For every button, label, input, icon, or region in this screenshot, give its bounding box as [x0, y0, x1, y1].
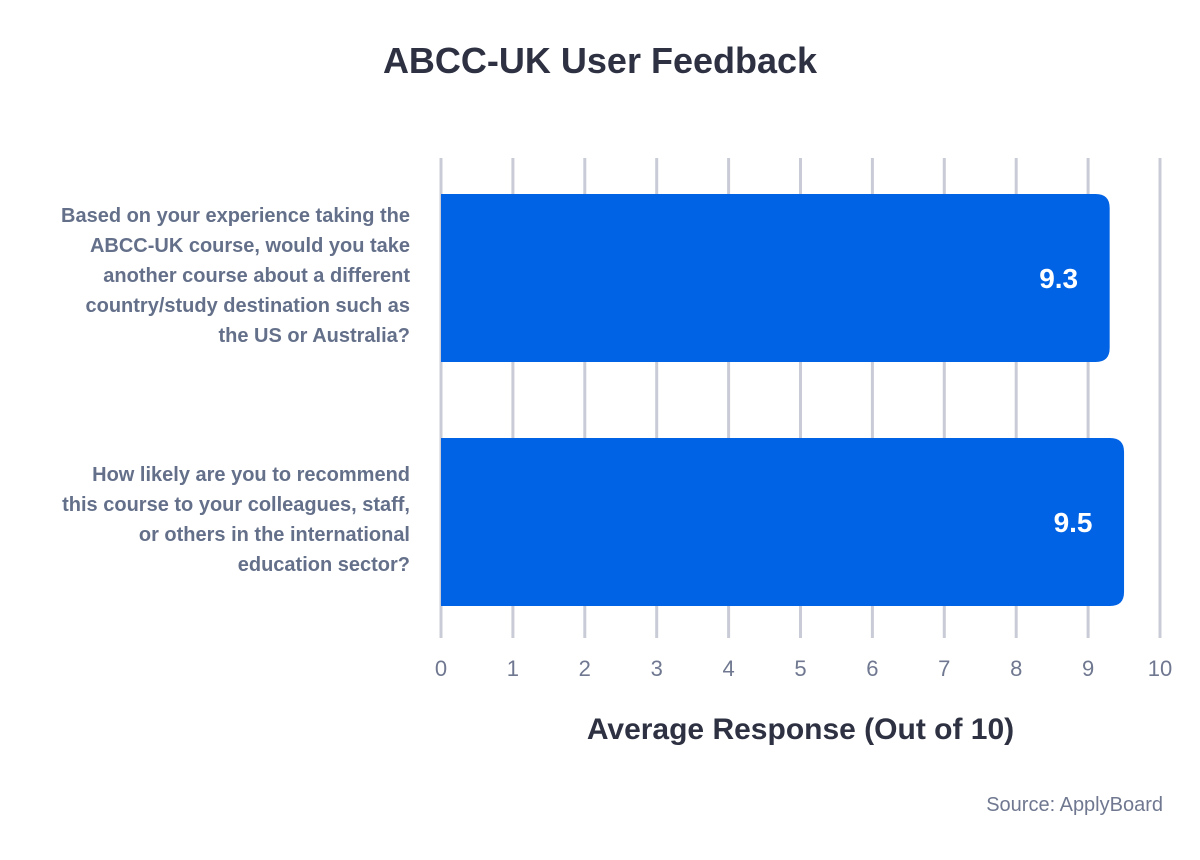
category-label-line: Based on your experience taking the — [61, 205, 410, 227]
x-tick-label: 2 — [579, 656, 591, 681]
chart-title: ABCC-UK User Feedback — [382, 40, 818, 81]
bar-value-label: 9.5 — [1054, 507, 1093, 538]
bar-value-label: 9.3 — [1039, 263, 1078, 294]
bar-1 — [441, 194, 1110, 362]
category-label-line: country/study destination such as — [85, 295, 410, 317]
bar-2 — [441, 438, 1125, 606]
category-label-line: How likely are you to recommend — [92, 464, 410, 486]
category-label-line: ABCC-UK course, would you take — [89, 235, 410, 257]
x-tick-label: 7 — [938, 656, 950, 681]
x-tick-label: 10 — [1148, 656, 1172, 681]
category-label-1: Based on your experience taking the ABCC-… — [10, 201, 410, 351]
x-axis-title: Average Response (Out of 10) — [586, 713, 1015, 746]
category-label-2: How likely are you to recommend this cour… — [10, 460, 410, 580]
x-tick-label: 0 — [435, 656, 447, 681]
x-tick-label: 1 — [507, 656, 519, 681]
category-label-line: another course about a different — [103, 265, 410, 287]
x-tick-label: 4 — [722, 656, 734, 681]
x-tick-label: 8 — [1010, 656, 1022, 681]
category-label-line: or others in the international — [138, 524, 410, 546]
source-note: Source: ApplyBoard — [986, 794, 1163, 816]
x-tick-label: 6 — [866, 656, 878, 681]
x-tick-label: 3 — [651, 656, 663, 681]
category-label-line: the US or Australia? — [218, 325, 410, 347]
category-label-line: education sector? — [237, 554, 410, 576]
x-tick-label: 9 — [1082, 656, 1094, 681]
category-label-line: this course to your colleagues, staff, — [62, 494, 410, 516]
x-tick-label: 5 — [794, 656, 806, 681]
